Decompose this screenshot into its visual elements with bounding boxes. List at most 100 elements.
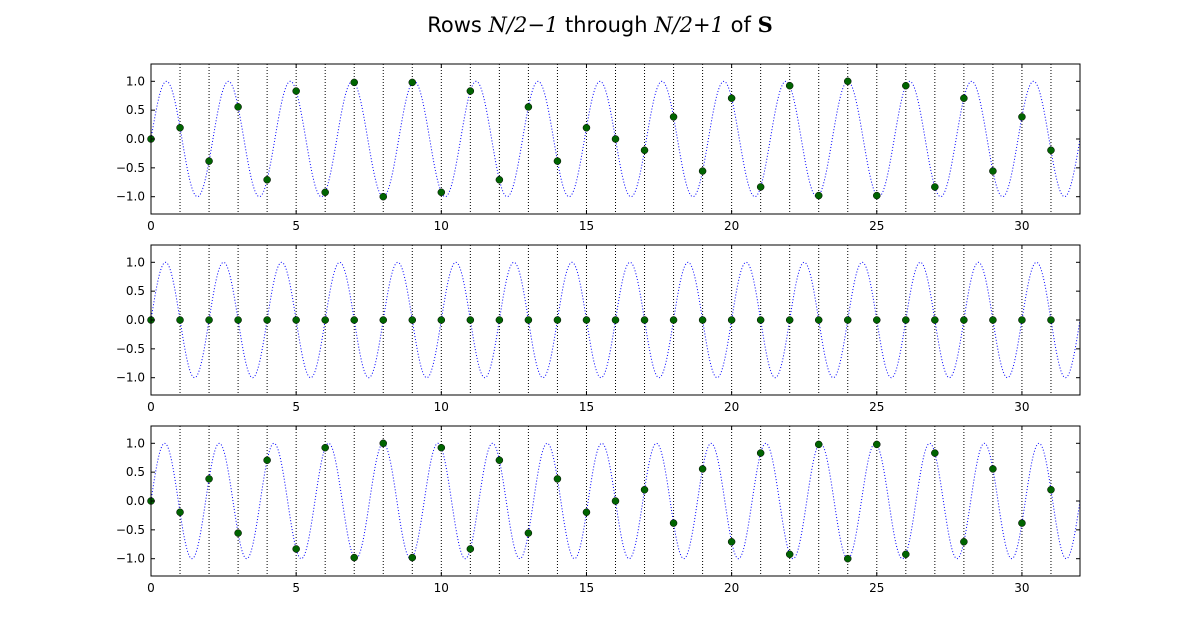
data-point (960, 94, 968, 102)
y-tick-label: −0.5 (116, 342, 145, 356)
x-tick-label: 0 (147, 581, 155, 595)
data-point (1047, 316, 1055, 324)
data-point (727, 94, 736, 102)
data-point (727, 538, 736, 546)
data-point (1018, 519, 1026, 527)
data-point (640, 486, 649, 494)
data-point (640, 146, 649, 154)
data-point (640, 316, 649, 324)
x-tick-label: 20 (724, 400, 739, 414)
x-tick-label: 30 (1014, 400, 1029, 414)
y-tick-label: 0.5 (126, 103, 145, 117)
data-point (756, 449, 765, 457)
x-tick-label: 5 (292, 400, 300, 414)
x-tick-label: 15 (579, 219, 594, 233)
x-tick-label: 10 (434, 219, 449, 233)
x-tick-label: 0 (147, 400, 155, 414)
y-tick-label: −1.0 (116, 552, 145, 566)
data-point (408, 553, 417, 562)
y-tick-label: 1.0 (126, 255, 145, 269)
y-tick-label: 0.0 (126, 132, 145, 146)
data-point (350, 78, 358, 87)
data-point (553, 475, 562, 483)
data-point (611, 316, 620, 324)
data-point (698, 316, 707, 324)
data-point (553, 157, 562, 165)
data-point (205, 316, 213, 324)
data-point (931, 183, 939, 191)
data-point (379, 192, 387, 201)
data-point (234, 529, 242, 537)
data-point (408, 316, 417, 324)
data-point (785, 81, 794, 90)
data-point (292, 545, 300, 553)
x-tick-label: 25 (869, 400, 884, 414)
data-point (582, 508, 591, 516)
figure-title: Rows N/2−1 through N/2+1 of S (427, 12, 773, 37)
data-point (582, 316, 591, 324)
data-point (814, 191, 823, 200)
data-point (205, 475, 213, 483)
data-point (321, 188, 329, 197)
data-point (960, 538, 968, 546)
data-point (756, 316, 765, 324)
data-point (321, 443, 329, 452)
y-tick-label: 0.5 (126, 465, 145, 479)
data-point (495, 176, 504, 184)
subplot-1: 0 5 10 15 20 25 30 1.0 0.5 0.0 −0.5 −1.0 (116, 63, 1081, 233)
x-tick-label: 15 (579, 400, 594, 414)
data-point (292, 87, 300, 95)
data-point (669, 519, 678, 527)
data-point (844, 77, 852, 86)
data-point (1047, 486, 1055, 494)
data-point (350, 316, 358, 324)
title-part-row-start: N/2−1 (488, 13, 559, 37)
data-point (844, 554, 852, 563)
data-point (495, 316, 504, 324)
subplot-2: 0 5 10 15 20 25 30 1.0 0.5 0.0 −0.5 −1.0 (116, 244, 1081, 414)
title-part-rows: Rows (427, 13, 488, 37)
data-point (844, 316, 852, 324)
data-point (350, 553, 358, 562)
data-point (437, 316, 446, 324)
data-point (611, 135, 620, 143)
data-point (176, 316, 184, 324)
data-point (1047, 146, 1055, 154)
title-part-row-end: N/2+1 (653, 13, 724, 37)
data-point (524, 316, 533, 324)
data-point (698, 465, 707, 473)
x-tick-label: 30 (1014, 219, 1029, 233)
title-part-matrix: S (758, 12, 773, 37)
data-point (292, 316, 300, 324)
data-point (176, 124, 184, 132)
data-point (234, 316, 242, 324)
x-tick-label: 10 (434, 400, 449, 414)
data-point (960, 316, 968, 324)
y-tick-label: 0.5 (126, 284, 145, 298)
data-point (989, 316, 997, 324)
y-tick-label: −0.5 (116, 523, 145, 537)
x-tick-label: 0 (147, 219, 155, 233)
data-point (524, 529, 533, 537)
y-tick-label: −1.0 (116, 190, 145, 204)
data-point (698, 167, 707, 175)
y-tick-label: 1.0 (126, 74, 145, 88)
data-point (234, 103, 242, 111)
data-point (989, 465, 997, 473)
x-tick-label: 10 (434, 581, 449, 595)
data-point (814, 440, 823, 449)
data-point (263, 176, 271, 184)
data-point (785, 550, 794, 559)
data-point (437, 443, 446, 452)
title-part-through: through (558, 13, 654, 37)
data-point (205, 157, 213, 165)
title-part-of: of (724, 13, 758, 37)
data-point (466, 87, 475, 95)
x-tick-label: 20 (724, 581, 739, 595)
data-point (931, 316, 939, 324)
data-point (379, 439, 387, 448)
x-tick-label: 25 (869, 581, 884, 595)
data-point (669, 113, 678, 121)
data-point (756, 183, 765, 191)
data-point (582, 124, 591, 132)
